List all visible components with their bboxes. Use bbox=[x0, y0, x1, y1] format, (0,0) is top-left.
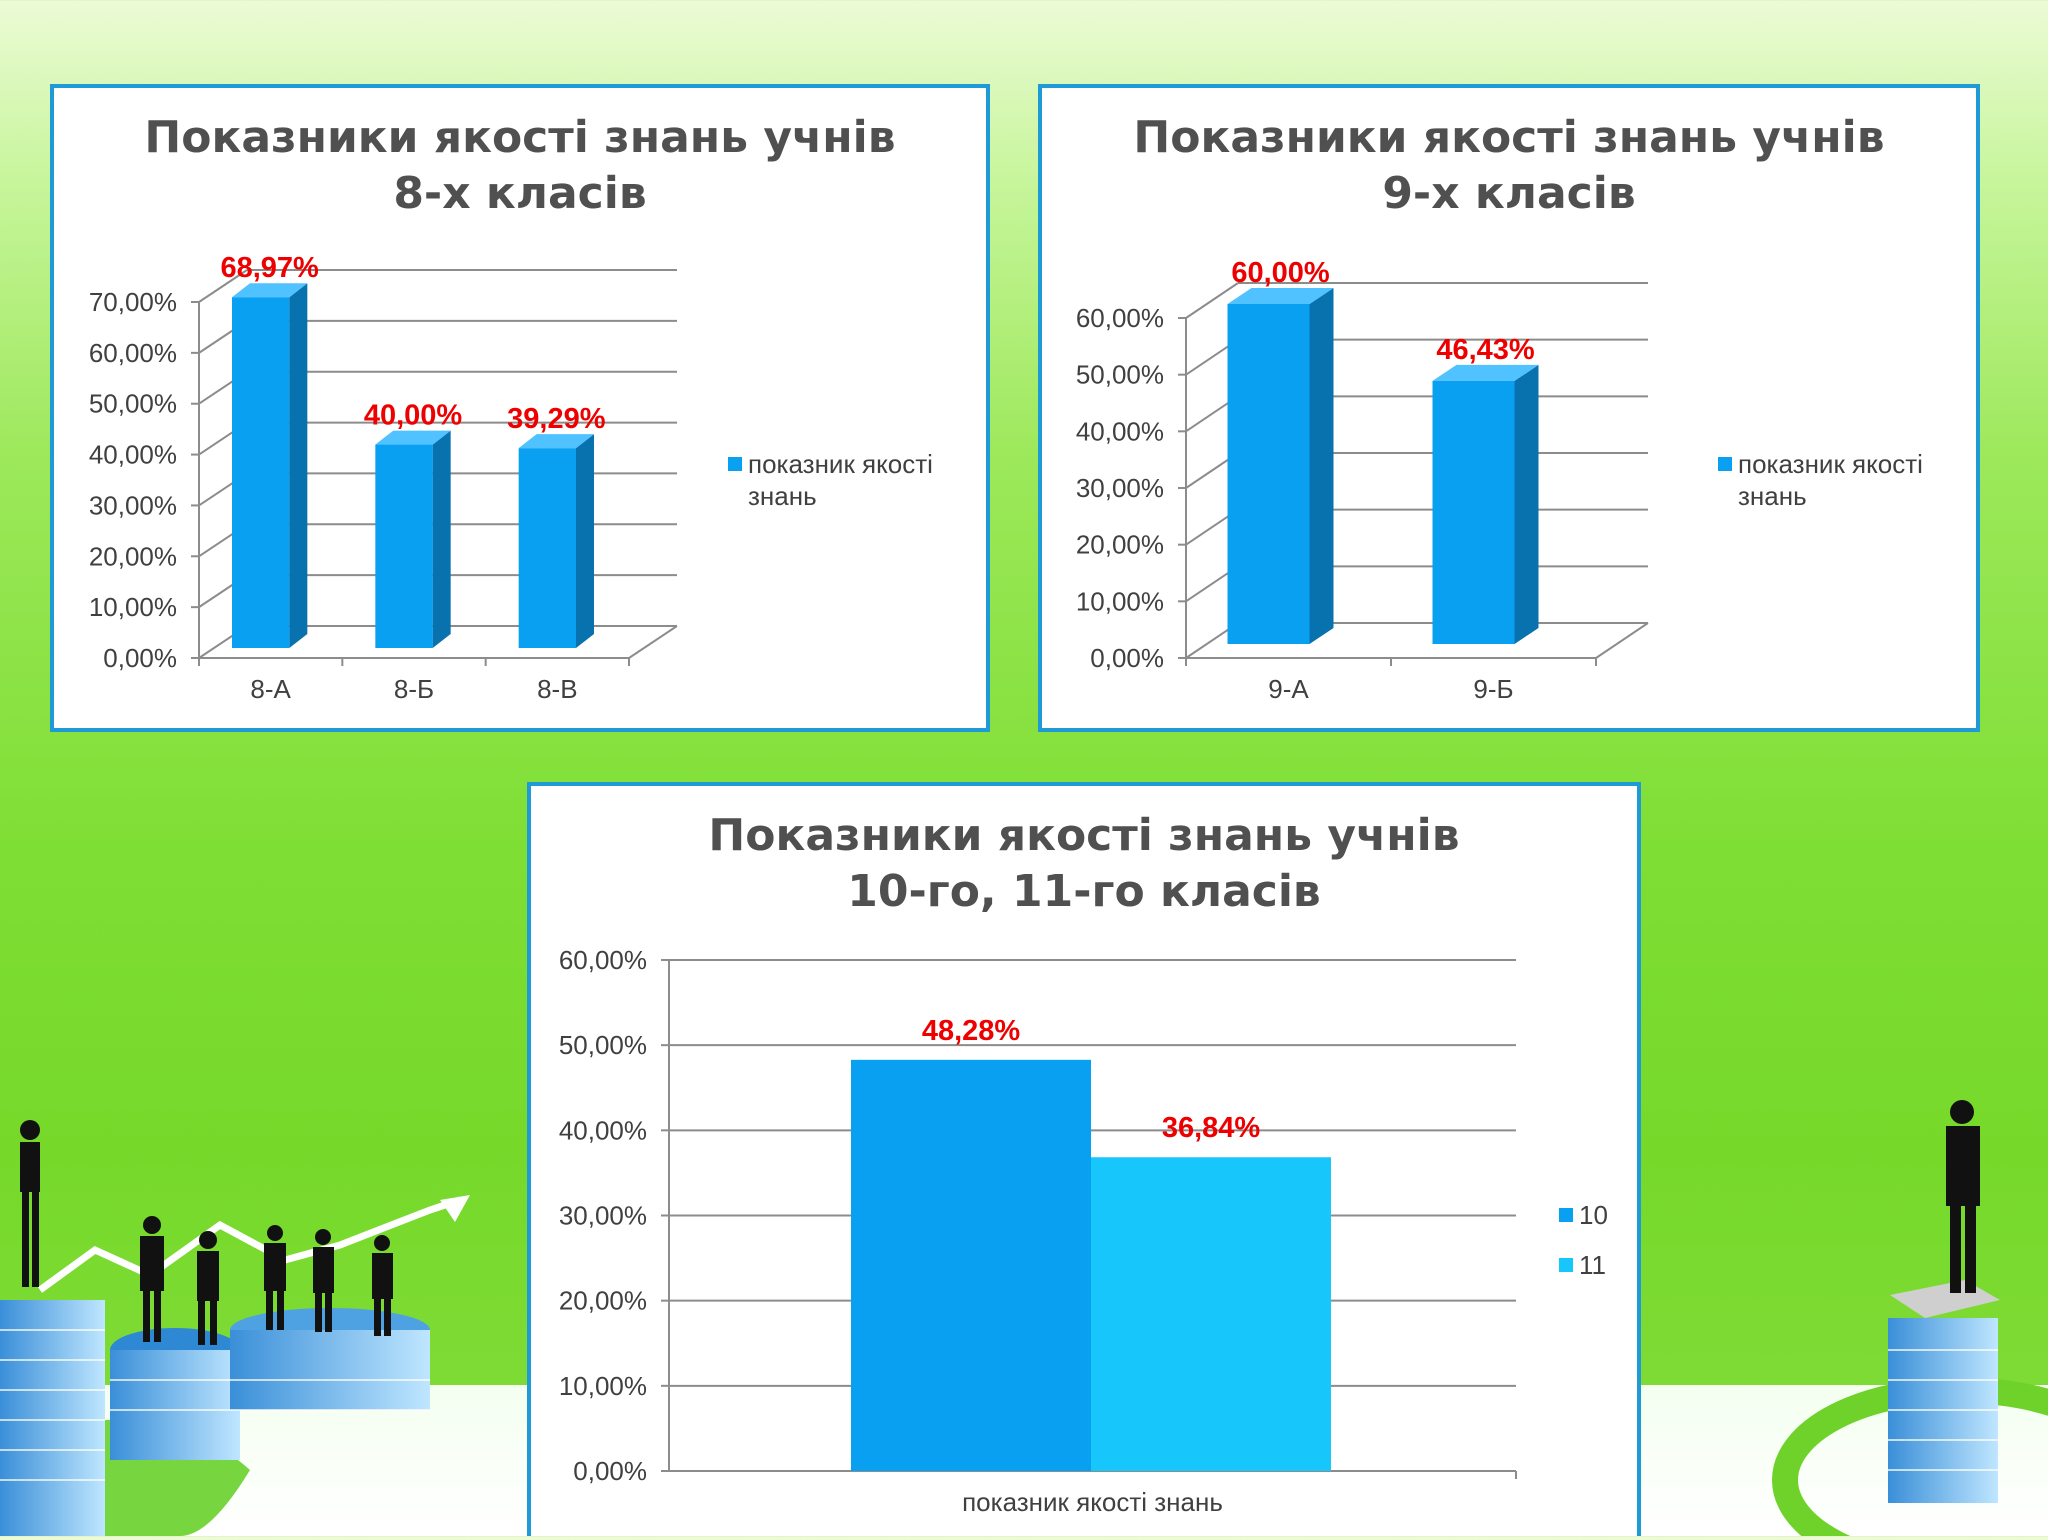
y-tick-label: 40,00% bbox=[1076, 416, 1164, 446]
y-tick-label: 0,00% bbox=[103, 643, 177, 673]
y-tick-label: 50,00% bbox=[89, 389, 177, 419]
chart-panel-grade-8: Показники якості знань учнів 8-х класів … bbox=[50, 84, 990, 732]
x-tick-label: 9-Б bbox=[1473, 674, 1513, 704]
bar-front bbox=[518, 448, 576, 648]
legend-item-11: 11 bbox=[1559, 1240, 1608, 1290]
legend-swatch bbox=[1559, 1208, 1573, 1222]
bar-top bbox=[1432, 364, 1539, 381]
bar-9-А bbox=[1227, 288, 1334, 644]
bar-top bbox=[1227, 288, 1334, 304]
legend: показник якості знань bbox=[1718, 448, 1923, 512]
legend-label-line: показник якості bbox=[1738, 449, 1923, 479]
bar-top bbox=[518, 434, 594, 449]
y-tick-label: 40,00% bbox=[89, 440, 177, 470]
legend-label-line: знань bbox=[1738, 481, 1807, 511]
y-tick-label: 40,00% bbox=[559, 1115, 647, 1145]
y-tick-label: 50,00% bbox=[559, 1030, 647, 1060]
bar-9-Б bbox=[1432, 364, 1539, 644]
y-tick-label: 10,00% bbox=[559, 1371, 647, 1401]
bar-side bbox=[289, 283, 308, 648]
legend-swatch bbox=[1718, 457, 1732, 471]
legend-item-10: 10 bbox=[1559, 1190, 1608, 1240]
bar-side bbox=[432, 430, 451, 648]
right-building-illustration bbox=[1888, 1100, 2000, 1503]
data-label: 39,29% bbox=[507, 403, 606, 435]
legend-label-line: показник якості bbox=[748, 449, 933, 479]
chart-panel-grade-10-11: Показники якості знань учнів 10-го, 11-г… bbox=[527, 782, 1641, 1536]
bar-8-В bbox=[518, 434, 594, 648]
chart-title-line: 10-го, 11-го класів bbox=[847, 866, 1321, 917]
legend-item: показник якості знань bbox=[1718, 448, 1923, 512]
chart-panel-grade-9: Показники якості знань учнів 9-х класів … bbox=[1038, 84, 1980, 732]
chart-title-line: Показники якості знань учнів bbox=[708, 810, 1460, 861]
bar-front bbox=[232, 297, 290, 648]
y-tick-label: 30,00% bbox=[559, 1201, 647, 1231]
data-label: 46,43% bbox=[1436, 334, 1535, 366]
y-tick-label: 20,00% bbox=[1076, 530, 1164, 560]
data-label: 68,97% bbox=[220, 252, 319, 284]
floor-edge bbox=[628, 625, 678, 659]
bar-series-11 bbox=[1091, 1157, 1331, 1471]
floor-edge bbox=[1595, 622, 1649, 659]
x-tick-label: показник якості знань bbox=[962, 1487, 1223, 1517]
bar-chart-grade-10-11: 0,00% 10,00% 20,00% 30,00% 40,00% 50,00% 60,00… bbox=[559, 945, 1517, 1517]
bar-side bbox=[1514, 364, 1539, 644]
y-tick-label: 30,00% bbox=[89, 490, 177, 520]
x-tick-label: 8-А bbox=[250, 674, 291, 704]
y-tick-label: 20,00% bbox=[559, 1286, 647, 1316]
legend-label: 10 bbox=[1579, 1200, 1608, 1230]
bar-front bbox=[1432, 380, 1515, 644]
legend: 10 11 bbox=[1559, 1190, 1608, 1290]
data-label: 60,00% bbox=[1231, 257, 1330, 289]
gridline-diagonal bbox=[198, 269, 248, 303]
legend-swatch bbox=[728, 457, 742, 471]
y-tick-label: 10,00% bbox=[89, 592, 177, 622]
y-tick-label: 60,00% bbox=[559, 945, 647, 975]
y-tick-label: 30,00% bbox=[1076, 473, 1164, 503]
bar-chart-grade-8: 0,00% 10,00% 20,00% 30,00% 40,00% 50,00% 60,00… bbox=[89, 252, 678, 704]
bar-series-10 bbox=[851, 1059, 1091, 1471]
y-tick-label: 10,00% bbox=[1076, 586, 1164, 616]
data-label: 36,84% bbox=[1162, 1112, 1261, 1144]
x-tick-label: 9-А bbox=[1268, 674, 1309, 704]
bar-top bbox=[232, 283, 308, 298]
x-tick-label: 8-В bbox=[537, 674, 577, 704]
legend-label-line: знань bbox=[748, 481, 817, 511]
y-tick-label: 50,00% bbox=[1076, 360, 1164, 390]
bar-top bbox=[375, 430, 451, 445]
chart-title: Показники якості знань учнів 8-х класів bbox=[54, 110, 986, 222]
bar-8-Б bbox=[375, 430, 451, 648]
chart-title-line: 8-х класів bbox=[393, 168, 647, 219]
bar-front bbox=[375, 444, 433, 648]
data-label: 48,28% bbox=[922, 1015, 1021, 1047]
y-tick-label: 60,00% bbox=[89, 338, 177, 368]
y-tick-label: 0,00% bbox=[1090, 643, 1164, 673]
bar-chart-grade-9: 0,00% 10,00% 20,00% 30,00% 40,00% 50,00% 60,00… bbox=[1076, 257, 1649, 704]
chart-title: Показники якості знань учнів 9-х класів bbox=[1042, 110, 1976, 222]
y-tick-label: 20,00% bbox=[89, 541, 177, 571]
y-tick-label: 60,00% bbox=[1076, 303, 1164, 333]
y-tick-label: 70,00% bbox=[89, 287, 177, 317]
data-label: 40,00% bbox=[364, 400, 463, 432]
bar-8-А bbox=[232, 283, 308, 648]
chart-title-line: 9-х класів bbox=[1382, 168, 1636, 219]
chart-title-line: Показники якості знань учнів bbox=[144, 112, 896, 163]
legend-label: 11 bbox=[1579, 1250, 1606, 1280]
bar-side bbox=[576, 434, 594, 648]
legend-item: показник якості знань bbox=[728, 448, 933, 512]
gridline-diagonal bbox=[1185, 282, 1239, 319]
legend: показник якості знань bbox=[728, 448, 933, 512]
y-tick-label: 0,00% bbox=[573, 1456, 647, 1486]
left-buildings-illustration bbox=[0, 1120, 470, 1536]
legend-swatch bbox=[1559, 1258, 1573, 1272]
bar-side bbox=[1309, 288, 1334, 644]
chart-title-line: Показники якості знань учнів bbox=[1133, 112, 1885, 163]
bar-front bbox=[1227, 304, 1310, 644]
chart-title: Показники якості знань учнів 10-го, 11-г… bbox=[531, 808, 1637, 920]
x-tick-label: 8-Б bbox=[394, 674, 434, 704]
